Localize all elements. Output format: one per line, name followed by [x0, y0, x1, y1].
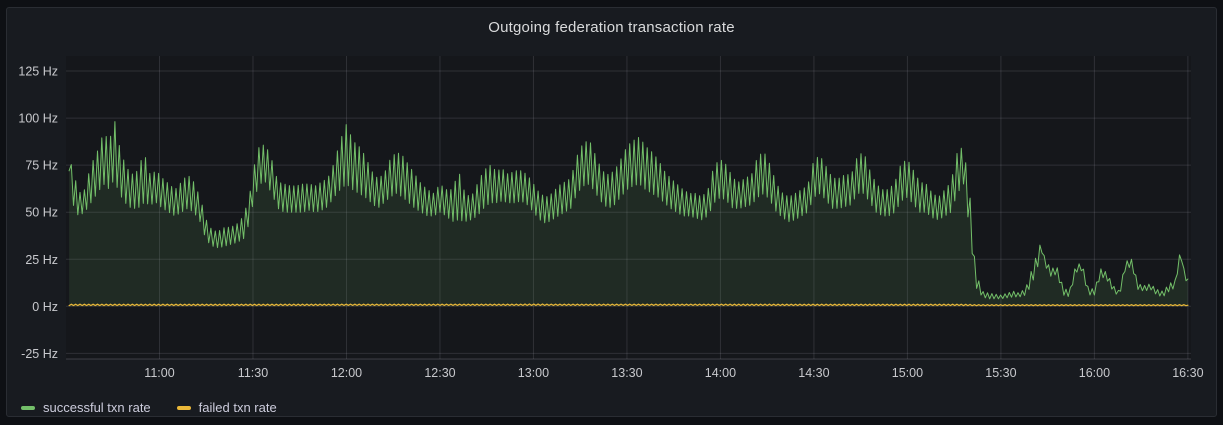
series-swatch-failed: [176, 405, 191, 410]
x-tick-label: 14:00: [705, 366, 736, 380]
y-tick-label: 50 Hz: [25, 206, 58, 220]
y-tick-label: 25 Hz: [25, 253, 58, 267]
legend-item-successful[interactable]: successful txn rate: [21, 400, 151, 415]
x-tick-label: 13:30: [611, 366, 642, 380]
y-tick-label: 125 Hz: [18, 65, 58, 79]
series-0-line: [68, 121, 1189, 300]
y-tick-label: 0 Hz: [32, 300, 58, 314]
x-tick-label: 11:00: [144, 366, 174, 380]
legend-label-successful: successful txn rate: [43, 400, 151, 415]
plot-background: [66, 56, 1191, 359]
x-tick-label: 14:30: [798, 366, 829, 380]
legend-label-failed: failed txn rate: [198, 400, 277, 415]
y-tick-label: -25 Hz: [21, 347, 58, 361]
y-tick-label: 75 Hz: [25, 159, 58, 173]
x-tick-label: 15:00: [892, 366, 923, 380]
x-tick-label: 16:30: [1172, 366, 1203, 380]
panel-title[interactable]: Outgoing federation transaction rate: [488, 18, 735, 36]
legend-item-failed[interactable]: failed txn rate: [176, 400, 277, 415]
y-tick-label: 100 Hz: [18, 112, 58, 126]
graph-panel: Outgoing federation transaction rate -25…: [6, 7, 1217, 417]
x-tick-label: 16:00: [1079, 366, 1110, 380]
x-tick-label: 12:00: [331, 366, 362, 380]
series-0-area: [69, 121, 1188, 307]
x-tick-label: 12:30: [424, 366, 455, 380]
x-tick-label: 15:30: [985, 366, 1016, 380]
legend: successful txn rate failed txn rate: [21, 400, 277, 415]
panel-header: Outgoing federation transaction rate: [7, 14, 1216, 40]
x-tick-label: 13:00: [518, 366, 549, 380]
time-series-chart[interactable]: -25 Hz 0 Hz 25 Hz 50 Hz 75 Hz 100 Hz 125 Hz 11:…: [7, 8, 1218, 418]
series-swatch-successful: [21, 405, 35, 410]
series-1-line: [68, 303, 1189, 307]
x-tick-label: 11:30: [238, 366, 268, 380]
